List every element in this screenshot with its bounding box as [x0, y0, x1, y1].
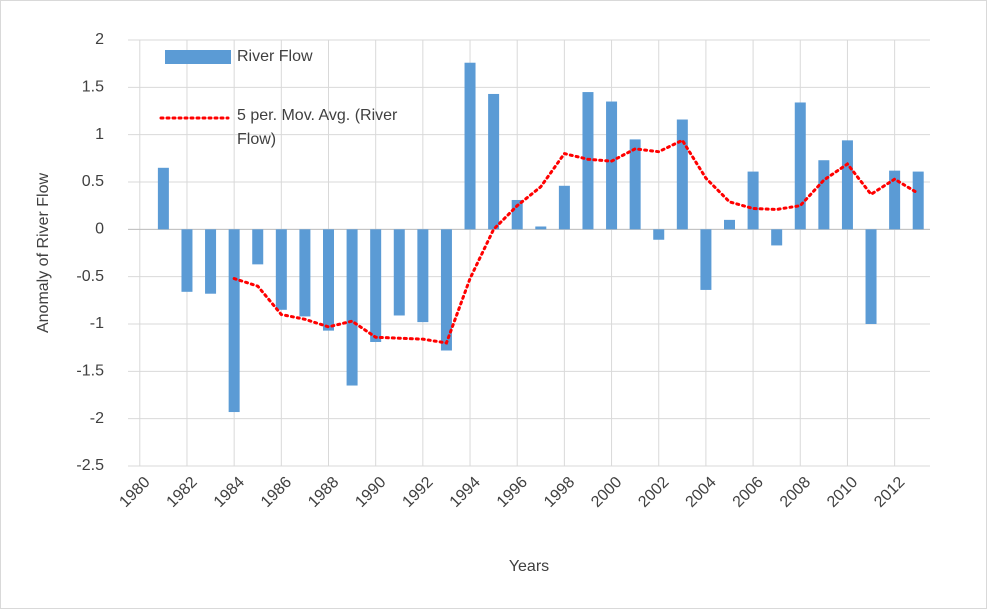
- bar: [299, 229, 311, 317]
- bar: [393, 229, 405, 316]
- y-tick-label: 0.5: [82, 173, 104, 190]
- moving-average-line: [232, 138, 920, 345]
- bar: [205, 229, 217, 294]
- x-axis-title: Years: [509, 558, 549, 575]
- bar: [181, 229, 193, 292]
- bar: [535, 226, 547, 230]
- bar: [464, 62, 476, 230]
- bar: [653, 229, 665, 240]
- bar: [841, 140, 853, 230]
- bar: [346, 229, 358, 386]
- bar: [818, 160, 830, 230]
- bar: [157, 167, 169, 230]
- bar: [511, 199, 523, 230]
- bar: [676, 119, 688, 230]
- y-tick-label: -1.5: [76, 363, 104, 380]
- bar: [629, 139, 641, 230]
- bar: [794, 102, 806, 230]
- y-tick-label: 0: [95, 221, 104, 238]
- bar: [865, 229, 877, 324]
- bar: [417, 229, 429, 323]
- bar: [889, 170, 901, 230]
- y-tick-label: 1: [95, 126, 104, 143]
- legend-label: 5 per. Mov. Avg. (River Flow): [237, 107, 398, 148]
- y-axis-title: Anomaly of River Flow: [35, 173, 52, 333]
- bar: [724, 219, 735, 230]
- y-tick-label: -0.5: [76, 268, 104, 285]
- bar: [440, 229, 452, 351]
- legend-swatch: [165, 50, 231, 64]
- legend-label: River Flow: [237, 48, 313, 65]
- y-tick-label: -2: [90, 410, 104, 427]
- bar: [252, 229, 264, 265]
- y-tick-label: -2.5: [76, 457, 104, 474]
- y-tick-label: 2: [95, 31, 104, 48]
- bar: [912, 171, 924, 230]
- bar: [370, 229, 382, 342]
- bar: [323, 229, 334, 331]
- bar: [771, 229, 783, 246]
- y-tick-label: -1: [90, 315, 104, 332]
- bar: [488, 93, 500, 230]
- bar: [606, 101, 618, 230]
- y-tick-label: 1.5: [82, 79, 104, 96]
- bar: [747, 171, 759, 230]
- bar: [558, 185, 570, 230]
- bar: [275, 229, 287, 310]
- bar: [228, 229, 240, 413]
- bar: [700, 229, 712, 290]
